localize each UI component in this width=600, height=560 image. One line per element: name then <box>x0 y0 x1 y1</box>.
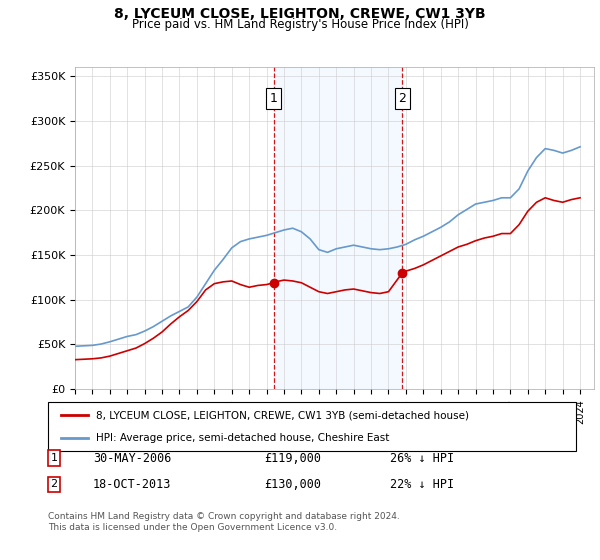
Text: HPI: Average price, semi-detached house, Cheshire East: HPI: Average price, semi-detached house,… <box>95 433 389 444</box>
Text: 22% ↓ HPI: 22% ↓ HPI <box>390 478 454 491</box>
Text: £119,000: £119,000 <box>264 451 321 465</box>
Text: 2: 2 <box>398 92 406 105</box>
Text: £130,000: £130,000 <box>264 478 321 491</box>
Text: Contains HM Land Registry data © Crown copyright and database right 2024.
This d: Contains HM Land Registry data © Crown c… <box>48 512 400 532</box>
Text: Price paid vs. HM Land Registry's House Price Index (HPI): Price paid vs. HM Land Registry's House … <box>131 18 469 31</box>
Bar <box>274 67 402 389</box>
Text: 2: 2 <box>50 479 58 489</box>
Text: 18-OCT-2013: 18-OCT-2013 <box>93 478 172 491</box>
Text: 1: 1 <box>50 453 58 463</box>
Text: 1: 1 <box>270 92 278 105</box>
Text: 26% ↓ HPI: 26% ↓ HPI <box>390 451 454 465</box>
Text: 30-MAY-2006: 30-MAY-2006 <box>93 451 172 465</box>
Text: 8, LYCEUM CLOSE, LEIGHTON, CREWE, CW1 3YB: 8, LYCEUM CLOSE, LEIGHTON, CREWE, CW1 3Y… <box>114 7 486 21</box>
Text: 8, LYCEUM CLOSE, LEIGHTON, CREWE, CW1 3YB (semi-detached house): 8, LYCEUM CLOSE, LEIGHTON, CREWE, CW1 3Y… <box>95 410 469 421</box>
